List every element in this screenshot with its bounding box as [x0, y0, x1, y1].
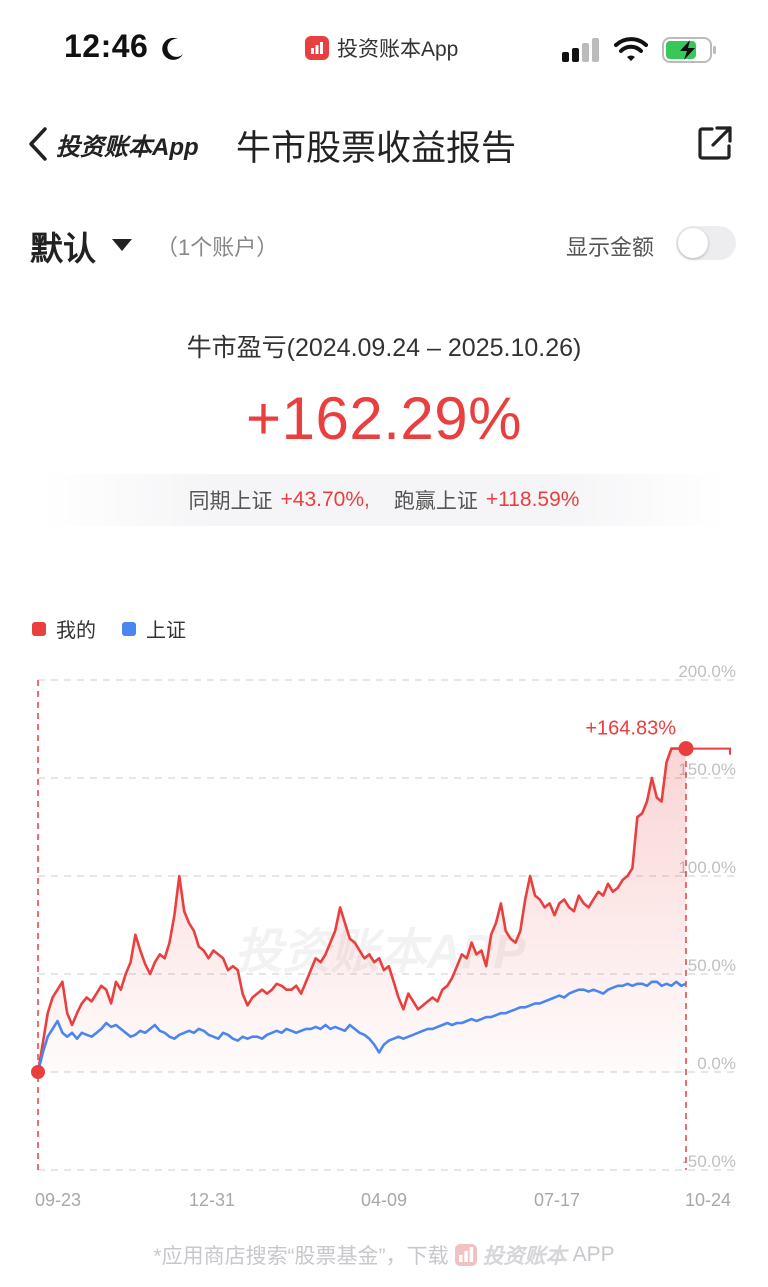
- period-label: 牛市盈亏(2024.09.24 – 2025.10.26): [186, 334, 582, 362]
- x-tick-label: 09-23: [35, 1190, 81, 1210]
- y-tick-label: 50.0%: [688, 956, 736, 975]
- footer: *应用商店搜索“股票基金”，下载 投资账本 APP: [0, 1240, 768, 1270]
- x-tick-label: 10-24: [685, 1190, 731, 1210]
- show-amount-toggle[interactable]: [676, 226, 736, 260]
- x-tick-label: 04-09: [361, 1190, 407, 1210]
- series-line-mine: [36, 747, 687, 1073]
- account-count: （1个账户）: [156, 235, 279, 260]
- legend-label-mine: 我的: [56, 620, 96, 642]
- legend-swatch-mine: [32, 621, 46, 636]
- beat-value: +118.59%: [485, 488, 580, 511]
- legend-label-index: 上证: [146, 620, 186, 642]
- y-tick-label: 200.0%: [678, 662, 736, 681]
- toggle-knob: [678, 228, 708, 258]
- back-label: 投资账本App: [56, 133, 199, 161]
- end-point: [678, 741, 694, 757]
- legend-item-mine[interactable]: 我的: [32, 614, 96, 643]
- status-time: 12:46: [64, 28, 149, 64]
- beat-label: 跑赢上证: [393, 490, 478, 513]
- status-bar: 12:46 投资账本App: [0, 0, 768, 96]
- y-tick-label: 0.0%: [697, 1054, 736, 1073]
- footer-brand: 投资账本: [482, 1245, 567, 1268]
- compare-bar: 同期上证 +43.70%, 跑赢上证 +118.59%: [40, 474, 728, 526]
- status-app-label: 投资账本App: [337, 38, 459, 61]
- share-icon[interactable]: [696, 124, 734, 162]
- total-return-value: +162.29%: [246, 385, 522, 452]
- footer-logo-icon: [454, 1244, 477, 1266]
- status-app: 投资账本App: [305, 33, 458, 63]
- series-line-index: [36, 980, 687, 1073]
- wifi-icon: [614, 37, 648, 61]
- end-label-leader: [686, 747, 731, 755]
- index-value: +43.70%,: [280, 488, 370, 511]
- account-select[interactable]: 默认: [30, 222, 132, 270]
- back-chevron-icon: [29, 127, 47, 161]
- performance-chart[interactable]: 200.0% 150.0% 100.0% 50.0% 0.0% -50.0% 09-23 12…: [0, 650, 768, 1230]
- caret-down-icon: [112, 239, 132, 251]
- battery-icon: [662, 37, 716, 63]
- back-button[interactable]: 投资账本App: [26, 122, 206, 166]
- y-tick-label: -50.0%: [682, 1152, 736, 1171]
- footer-suffix: APP: [572, 1243, 615, 1266]
- y-tick-label: 100.0%: [678, 858, 736, 877]
- end-value-label: +164.83%: [585, 718, 676, 740]
- x-tick-label: 12-31: [189, 1190, 235, 1210]
- moon-icon: [162, 37, 183, 60]
- legend-swatch-index: [122, 621, 136, 636]
- chart-legend: 我的 上证: [32, 614, 212, 643]
- legend-item-index[interactable]: 上证: [122, 614, 186, 643]
- page-title: 牛市股票收益报告: [236, 129, 517, 168]
- footer-text: *应用商店搜索“股票基金”，下载: [153, 1245, 449, 1268]
- signal-icon: [562, 38, 599, 62]
- app-logo-icon: [305, 36, 329, 60]
- y-tick-label: 150.0%: [678, 760, 736, 779]
- series-area-mine: [38, 748, 686, 1072]
- show-amount-label: 显示金额: [566, 235, 655, 260]
- account-name: 默认: [30, 230, 96, 267]
- start-point: [31, 1065, 45, 1079]
- x-tick-label: 07-17: [534, 1190, 580, 1210]
- index-label: 同期上证: [188, 490, 273, 513]
